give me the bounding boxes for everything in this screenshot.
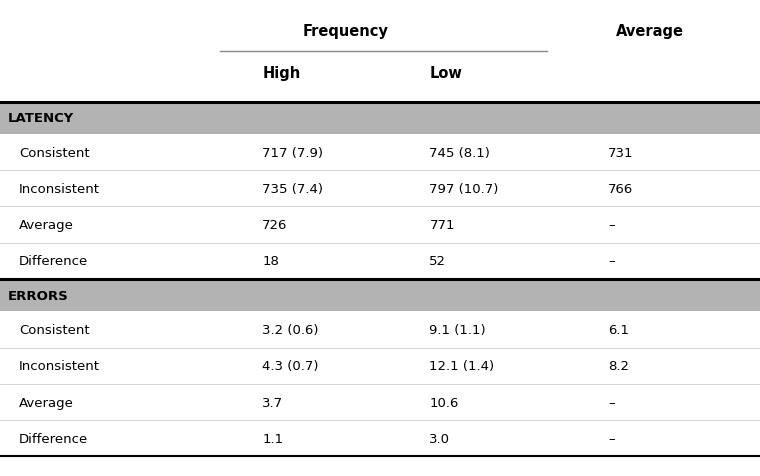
Bar [0, 102, 760, 135]
Text: Consistent: Consistent [19, 323, 90, 337]
Text: 797 (10.7): 797 (10.7) [429, 182, 499, 196]
Text: Average: Average [616, 23, 683, 39]
Bar [0, 420, 760, 456]
Text: Consistent: Consistent [19, 146, 90, 159]
Bar [0, 243, 760, 279]
Text: 717 (7.9): 717 (7.9) [262, 146, 323, 159]
Text: 12.1 (1.4): 12.1 (1.4) [429, 359, 495, 373]
Text: Average: Average [19, 218, 74, 232]
Text: 771: 771 [429, 218, 455, 232]
Text: Inconsistent: Inconsistent [19, 359, 100, 373]
Text: 52: 52 [429, 255, 446, 268]
Bar [0, 279, 760, 312]
Text: 735 (7.4): 735 (7.4) [262, 182, 323, 196]
Bar [0, 207, 760, 243]
Text: 3.7: 3.7 [262, 396, 283, 409]
Text: 745 (8.1): 745 (8.1) [429, 146, 490, 159]
Text: Difference: Difference [19, 432, 88, 445]
Text: 731: 731 [608, 146, 634, 159]
Text: ERRORS: ERRORS [8, 289, 68, 302]
Text: 1.1: 1.1 [262, 432, 283, 445]
Text: –: – [608, 218, 615, 232]
Bar [0, 171, 760, 207]
Text: Difference: Difference [19, 255, 88, 268]
Text: 3.2 (0.6): 3.2 (0.6) [262, 323, 318, 337]
Text: –: – [608, 396, 615, 409]
Bar [0, 348, 760, 384]
Text: Inconsistent: Inconsistent [19, 182, 100, 196]
Text: Average: Average [19, 396, 74, 409]
Text: 4.3 (0.7): 4.3 (0.7) [262, 359, 318, 373]
Text: Frequency: Frequency [303, 23, 388, 39]
Text: 3.0: 3.0 [429, 432, 451, 445]
Text: 18: 18 [262, 255, 279, 268]
Text: LATENCY: LATENCY [8, 112, 74, 125]
Text: Low: Low [429, 66, 462, 81]
Bar [0, 384, 760, 420]
Text: –: – [608, 432, 615, 445]
Text: 8.2: 8.2 [608, 359, 629, 373]
Text: 9.1 (1.1): 9.1 (1.1) [429, 323, 486, 337]
Text: 10.6: 10.6 [429, 396, 459, 409]
Text: 6.1: 6.1 [608, 323, 629, 337]
Text: High: High [262, 66, 300, 81]
Text: 766: 766 [608, 182, 633, 196]
Bar [0, 312, 760, 348]
Text: 726: 726 [262, 218, 287, 232]
Text: –: – [608, 255, 615, 268]
Bar [0, 135, 760, 171]
